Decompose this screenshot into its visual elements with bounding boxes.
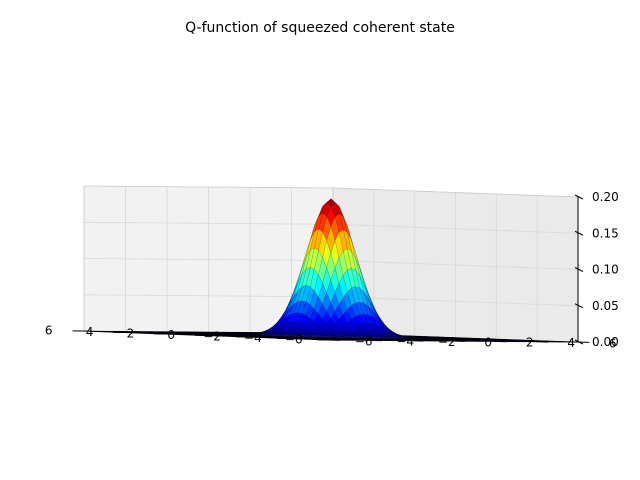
- x-tick-label: 4: [567, 336, 575, 350]
- x-tick-label: −6: [355, 334, 373, 348]
- y-tick-label: −4: [244, 331, 262, 345]
- pane-edge: [83, 185, 579, 198]
- y-tick-label: 0: [167, 328, 175, 342]
- x-tick-label: 2: [526, 336, 534, 350]
- y-tick-label: 6: [45, 324, 53, 338]
- surface-mesh: [83, 198, 579, 343]
- x-tick-label: −4: [396, 335, 414, 349]
- z-tick-label: 0.15: [592, 226, 619, 240]
- x-tick-label: 0: [484, 335, 492, 349]
- y-tick-label: −6: [285, 333, 303, 347]
- y-tick-label: 2: [127, 327, 135, 341]
- x-tick-label: −2: [438, 335, 456, 349]
- y-tick-label: 4: [86, 325, 94, 339]
- chart-title: Q-function of squeezed coherent state: [185, 20, 455, 36]
- z-tick-label: 0.05: [592, 299, 619, 313]
- z-tick-label: 0.20: [592, 190, 619, 204]
- y-tick-label: −2: [203, 330, 221, 344]
- surface-cell: [409, 337, 418, 339]
- z-tick-label: 0.00: [592, 335, 619, 349]
- z-tick-label: 0.10: [592, 263, 619, 277]
